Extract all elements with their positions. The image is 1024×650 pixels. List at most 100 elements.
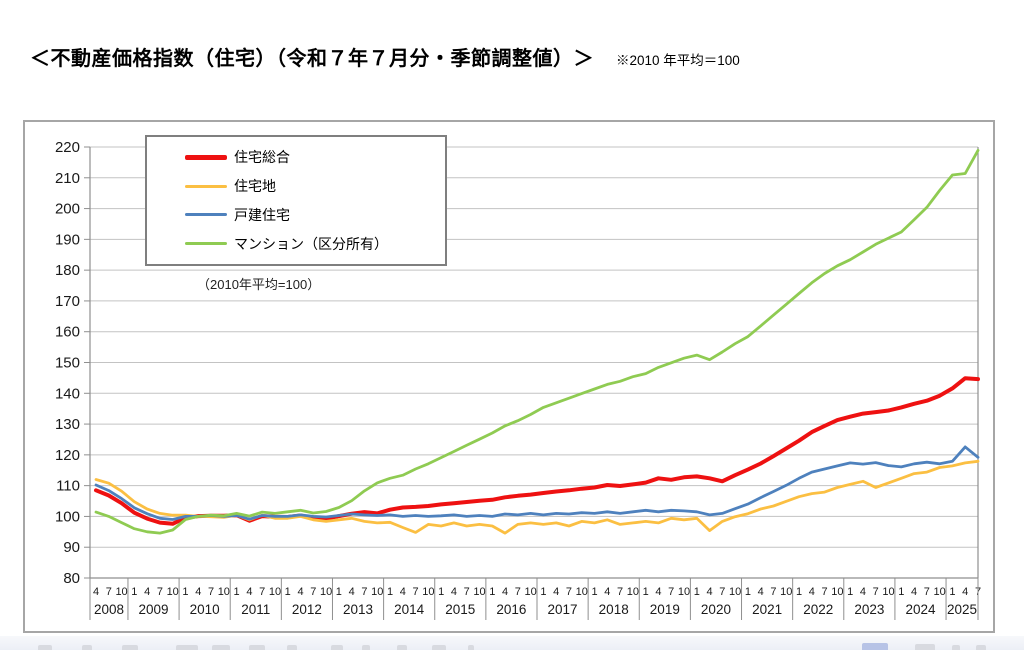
x-tick-label: 1 <box>949 586 955 598</box>
x-tick-label: 10 <box>269 586 281 598</box>
x-tick-label: 4 <box>502 586 508 598</box>
year-label-2013: 2013 <box>343 602 373 617</box>
year-label-2011: 2011 <box>241 602 270 617</box>
legend: 住宅総合 住宅地 戸建住宅 マンション（区分所有） <box>145 135 447 266</box>
x-tick-label: 7 <box>157 586 163 598</box>
x-tick-label: 7 <box>822 586 828 598</box>
x-tick-label: 7 <box>208 586 214 598</box>
year-label-2024: 2024 <box>905 602 936 617</box>
chart-container: 80 90 100 110 120 130 140 150 160 170 180 190 200 210… <box>23 120 995 633</box>
x-tick-label: 10 <box>320 586 332 598</box>
year-label-2018: 2018 <box>599 602 629 617</box>
y-tick-label: 210 <box>55 170 80 187</box>
legend-swatch-housing-overall <box>185 154 227 160</box>
x-tick-label: 1 <box>847 586 853 598</box>
series-line-detached-house <box>94 445 980 521</box>
y-tick-label: 120 <box>55 447 80 464</box>
x-tick-label: 10 <box>934 586 946 598</box>
x-tick-label: 1 <box>182 586 188 598</box>
x-tick-label: 4 <box>655 586 661 598</box>
x-tick-label: 10 <box>524 586 536 598</box>
price-index-line-chart: 8090100110120130140150160170180190200210… <box>55 139 981 620</box>
year-label-2010: 2010 <box>190 602 220 617</box>
y-tick-label: 130 <box>55 416 80 433</box>
x-tick-label: 4 <box>246 586 252 598</box>
legend-label: 住宅地 <box>234 178 276 195</box>
x-tick-label: 10 <box>422 586 434 598</box>
x-tick-label: 7 <box>310 586 316 598</box>
y-tick-label: 90 <box>63 539 80 556</box>
year-label-2020: 2020 <box>701 602 731 617</box>
x-tick-label: 10 <box>473 586 485 598</box>
legend-caption: （2010年平均=100） <box>197 277 321 292</box>
year-label-2022: 2022 <box>803 602 833 617</box>
year-label-2008: 2008 <box>94 602 124 617</box>
y-tick-label: 160 <box>55 324 80 341</box>
x-tick-label: 7 <box>361 586 367 598</box>
x-tick-label: 10 <box>678 586 690 598</box>
x-tick-label: 4 <box>400 586 406 598</box>
x-tick-label: 1 <box>131 586 137 598</box>
x-tick-label: 1 <box>285 586 291 598</box>
index-base-note: ※2010 年平均＝100 <box>616 53 740 68</box>
x-tick-label: 10 <box>371 586 383 598</box>
x-tick-label: 7 <box>719 586 725 598</box>
year-label-2017: 2017 <box>548 602 578 617</box>
x-tick-label: 10 <box>167 586 179 598</box>
x-tick-label: 4 <box>144 586 150 598</box>
x-tick-label: 10 <box>218 586 230 598</box>
x-tick-label: 4 <box>93 586 99 598</box>
x-tick-label: 4 <box>707 586 713 598</box>
y-tick-label: 100 <box>55 508 80 525</box>
x-tick-label: 1 <box>643 586 649 598</box>
x-tick-label: 4 <box>809 586 815 598</box>
legend-swatch-residential-land <box>185 184 227 188</box>
x-tick-label: 7 <box>924 586 930 598</box>
year-label-2021: 2021 <box>752 602 782 617</box>
x-tick-label: 7 <box>413 586 419 598</box>
cut-off-footer-strip <box>0 636 1024 650</box>
title-row: ＜不動産価格指数（住宅）（令和７年７月分・季節調整値）＞ ※2010 年平均＝10… <box>30 42 740 71</box>
x-tick-label: 7 <box>464 586 470 598</box>
x-tick-label: 1 <box>745 586 751 598</box>
x-tick-label: 10 <box>780 586 792 598</box>
year-label-2025: 2025 <box>947 602 977 617</box>
legend-swatch-condominium <box>185 242 227 246</box>
x-tick-label: 1 <box>796 586 802 598</box>
x-tick-label: 7 <box>617 586 623 598</box>
x-tick-label: 4 <box>860 586 866 598</box>
x-tick-label: 10 <box>729 586 741 598</box>
x-tick-label: 7 <box>873 586 879 598</box>
x-tick-label: 1 <box>898 586 904 598</box>
x-tick-label: 7 <box>259 586 265 598</box>
year-label-2014: 2014 <box>394 602 425 617</box>
legend-label: 戸建住宅 <box>234 206 290 223</box>
legend-item-residential-land: 住宅地 <box>185 174 445 198</box>
y-tick-label: 140 <box>55 385 80 402</box>
y-tick-label: 220 <box>55 139 80 156</box>
x-tick-label: 7 <box>668 586 674 598</box>
x-tick-label: 4 <box>451 586 457 598</box>
x-tick-label: 10 <box>576 586 588 598</box>
x-tick-label: 4 <box>553 586 559 598</box>
y-tick-label: 80 <box>63 570 80 587</box>
x-tick-label: 1 <box>438 586 444 598</box>
legend-swatch-detached-house <box>185 213 227 217</box>
x-tick-label: 10 <box>627 586 639 598</box>
year-label-2009: 2009 <box>138 602 168 617</box>
x-tick-label: 4 <box>911 586 917 598</box>
x-tick-label: 7 <box>106 586 112 598</box>
x-tick-label: 10 <box>882 586 894 598</box>
x-tick-label: 1 <box>591 586 597 598</box>
legend-label: マンション（区分所有） <box>234 235 388 252</box>
x-tick-label: 4 <box>297 586 303 598</box>
x-tick-label: 4 <box>758 586 764 598</box>
series-line-residential-land <box>94 459 980 535</box>
x-tick-label: 4 <box>962 586 968 598</box>
y-tick-label: 150 <box>55 355 80 372</box>
series-line-housing-overall <box>94 376 980 526</box>
x-tick-label: 1 <box>540 586 546 598</box>
x-tick-label: 7 <box>770 586 776 598</box>
x-tick-label: 1 <box>694 586 700 598</box>
year-label-2016: 2016 <box>496 602 526 617</box>
